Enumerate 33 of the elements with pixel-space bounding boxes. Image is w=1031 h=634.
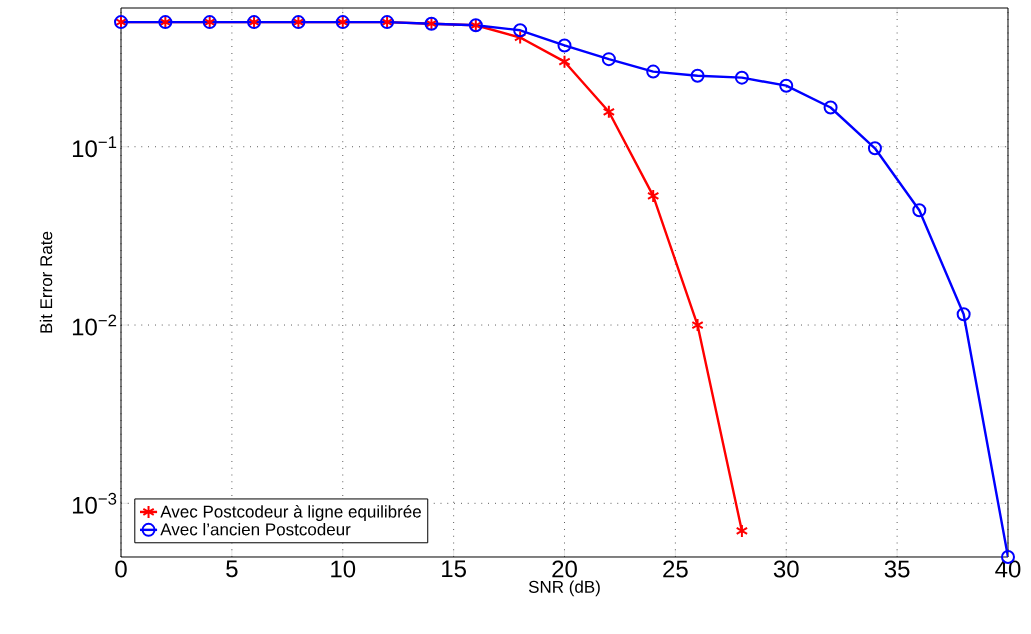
point — [867, 141, 882, 156]
point — [513, 23, 528, 38]
point — [734, 70, 749, 85]
legend-label: Avec Postcodeur à ligne equilibrée — [160, 504, 421, 521]
point — [691, 318, 704, 333]
point — [823, 100, 838, 115]
point — [647, 188, 660, 203]
point — [912, 203, 927, 218]
y-axis-title: Bit Error Rate — [39, 231, 53, 333]
x-tick-label: 40 — [995, 560, 1021, 578]
y-tick-label: 10$^{−3}$ — [72, 492, 117, 514]
point — [558, 54, 571, 69]
x-tick-label: 25 — [663, 560, 688, 578]
x-tick-label: 10 — [331, 560, 356, 578]
x-axis-title: SNR (dB) — [528, 580, 600, 597]
x-tick-label: 20 — [552, 560, 577, 578]
legend-label: Avec l’ancien Postcodeur — [160, 522, 351, 536]
x-tick-label: 15 — [442, 560, 466, 578]
point — [557, 38, 572, 53]
point — [690, 68, 705, 83]
point — [735, 523, 749, 538]
x-tick-label: 30 — [773, 560, 799, 578]
point — [956, 307, 971, 322]
point — [601, 52, 616, 67]
point — [779, 78, 794, 93]
y-tick-label: 10$^{−1}$ — [72, 136, 117, 158]
point — [602, 104, 616, 119]
point — [646, 64, 661, 79]
x-tick-label: 0 — [115, 560, 127, 578]
point — [513, 30, 527, 45]
x-tick-label: 35 — [884, 560, 910, 578]
x-tick-label: 5 — [226, 560, 238, 578]
y-tick-label: 10$^{−2}$ — [72, 314, 117, 336]
